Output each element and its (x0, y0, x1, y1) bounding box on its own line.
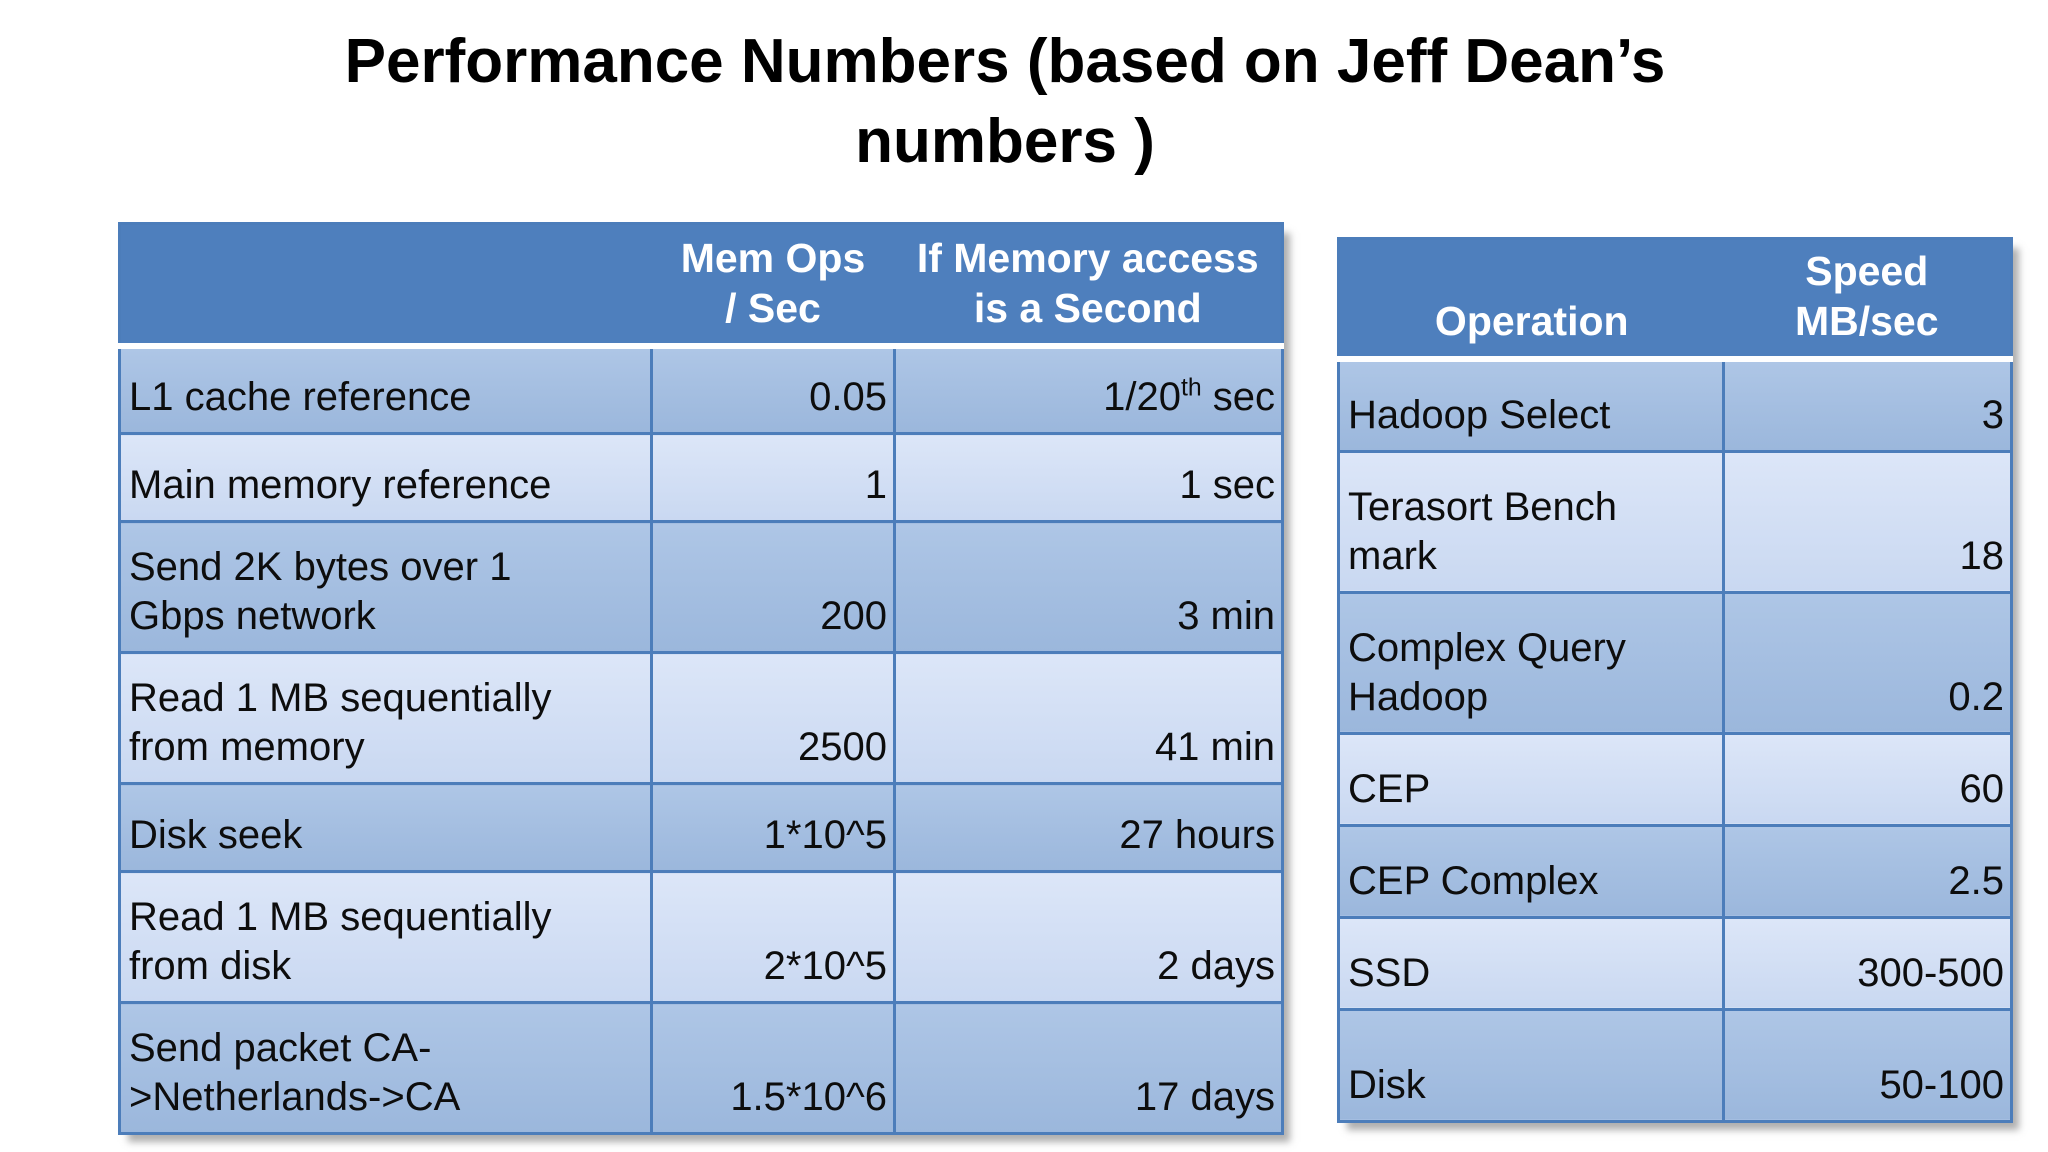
page-title-line-1: Performance Numbers (based on Jeff Dean’… (344, 27, 1666, 96)
row-label: Hadoop Select (1337, 357, 1725, 453)
table-row: Hadoop Select 3 (1337, 357, 2013, 453)
row-label: Read 1 MB sequentially from disk (118, 870, 653, 1004)
time-value: 41 min (893, 651, 1284, 785)
time-value: 1 sec (893, 432, 1284, 523)
speed-value: 3 (1722, 357, 2013, 453)
table-row: SSD 300-500 (1337, 915, 2013, 1011)
speed-table-header-operation: Operation (1338, 238, 1724, 362)
speed-value: 50-100 (1722, 1007, 2013, 1123)
time-value: 27 hours (893, 782, 1284, 873)
operation-speed-table: Operation Speed MB/sec Hadoop Select 3 T… (1337, 237, 2013, 1123)
row-label: CEP Complex (1337, 823, 1725, 919)
page-title-line-2: numbers ) (855, 107, 1155, 176)
mem-ops-value: 1*10^5 (650, 782, 896, 873)
mem-ops-value: 200 (650, 520, 896, 654)
table-row: Main memory reference 1 1 sec (118, 432, 1284, 523)
row-label: Disk (1337, 1007, 1725, 1123)
row-label: Disk seek (118, 782, 653, 873)
table-row: Read 1 MB sequentially from memory 2500 … (118, 651, 1284, 785)
table-row: L1 cache reference 0.05 1/20th sec (118, 344, 1284, 435)
speed-table-header-speed: Speed MB/sec (1723, 238, 2012, 362)
speed-value: 300-500 (1722, 915, 2013, 1011)
row-label: L1 cache reference (118, 344, 653, 435)
mem-ops-value: 2*10^5 (650, 870, 896, 1004)
table-row: CEP Complex 2.5 (1337, 823, 2013, 919)
speed-value: 60 (1722, 731, 2013, 827)
row-label: Terasort Bench mark (1337, 449, 1725, 594)
time-value: 2 days (893, 870, 1284, 1004)
time-value: 17 days (893, 1001, 1284, 1135)
memory-table-header-mem-ops: Mem Ops / Sec (651, 223, 895, 349)
row-label: Complex Query Hadoop (1337, 590, 1725, 735)
table-row: Disk 50-100 (1337, 1007, 2013, 1123)
superscript: th (1180, 374, 1202, 402)
memory-table-header-row: Mem Ops / Sec If Memory access is a Seco… (119, 223, 1283, 349)
row-label: Read 1 MB sequentially from memory (118, 651, 653, 785)
row-label: Main memory reference (118, 432, 653, 523)
table-row: Complex Query Hadoop 0.2 (1337, 590, 2013, 735)
table-row: Terasort Bench mark 18 (1337, 449, 2013, 594)
row-label: Send packet CA->Netherlands->CA (118, 1001, 653, 1135)
table-row: Send packet CA->Netherlands->CA 1.5*10^6… (118, 1001, 1284, 1135)
speed-value: 2.5 (1722, 823, 2013, 919)
page-title: Performance Numbers (based on Jeff Dean’… (0, 22, 2010, 182)
memory-table-header-if-memory-access: If Memory access is a Second (894, 223, 1283, 349)
memory-performance-table: Mem Ops / Sec If Memory access is a Seco… (118, 222, 1284, 1135)
row-label: CEP (1337, 731, 1725, 827)
memory-table-header-empty (119, 223, 652, 349)
speed-value: 18 (1722, 449, 2013, 594)
speed-value: 0.2 (1722, 590, 2013, 735)
time-value: 1/20th sec (893, 344, 1284, 435)
row-label: Send 2K bytes over 1 Gbps network (118, 520, 653, 654)
mem-ops-value: 1 (650, 432, 896, 523)
table-row: Send 2K bytes over 1 Gbps network 200 3 … (118, 520, 1284, 654)
time-value: 3 min (893, 520, 1284, 654)
mem-ops-value: 0.05 (650, 344, 896, 435)
row-label: SSD (1337, 915, 1725, 1011)
table-row: CEP 60 (1337, 731, 2013, 827)
speed-table-header-row: Operation Speed MB/sec (1338, 238, 2012, 362)
mem-ops-value: 1.5*10^6 (650, 1001, 896, 1135)
mem-ops-value: 2500 (650, 651, 896, 785)
table-row: Read 1 MB sequentially from disk 2*10^5 … (118, 870, 1284, 1004)
table-row: Disk seek 1*10^5 27 hours (118, 782, 1284, 873)
